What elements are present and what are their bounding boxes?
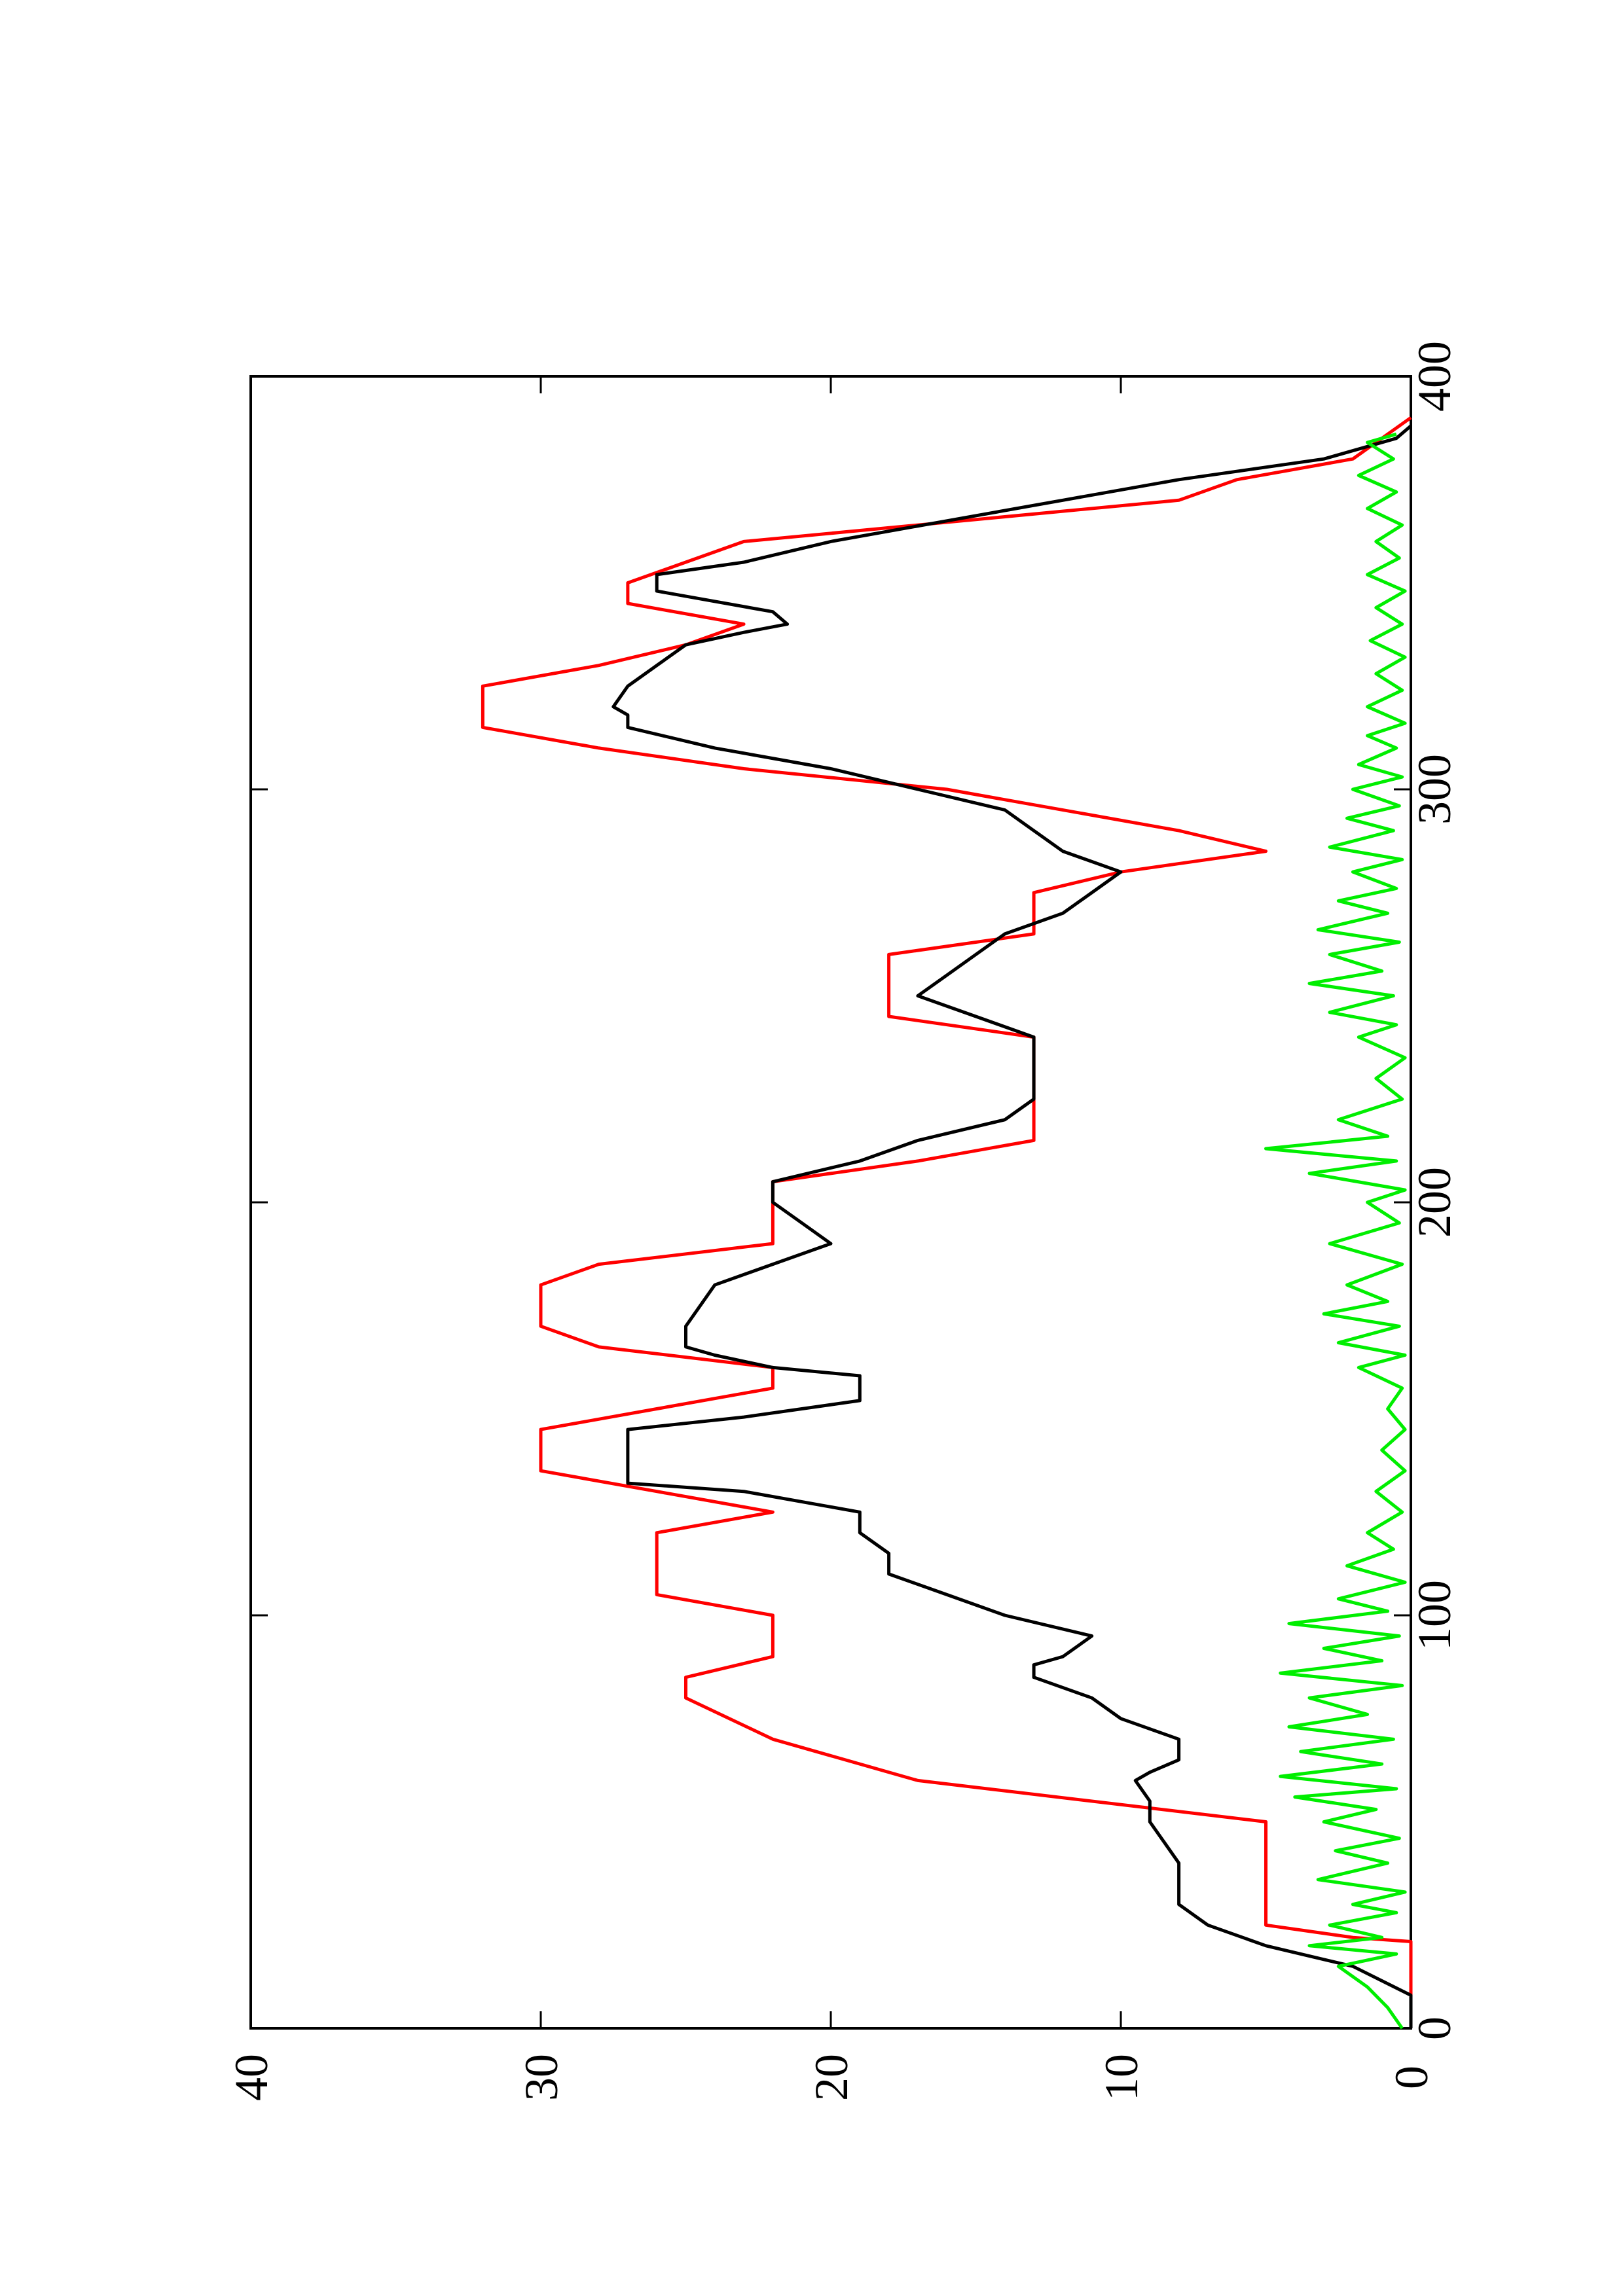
series-line-1 [481, 416, 1413, 2028]
x-tick-label: 400 [1408, 341, 1461, 412]
series-line-2 [611, 424, 1413, 2028]
x-tick-label: 200 [1408, 1167, 1461, 1238]
y-tick-label: 30 [515, 2054, 568, 2101]
x-tick-label: 300 [1408, 754, 1461, 825]
y-tick-label: 20 [805, 2054, 858, 2101]
plot-frame [249, 375, 1412, 2030]
y-tick-label: 10 [1095, 2054, 1148, 2101]
series-line-3 [1264, 432, 1407, 2030]
series-group [481, 416, 1413, 2030]
x-tick-label: 0 [1408, 2017, 1461, 2040]
axis-tick-labels: 0 100 200 300 400 0 10 20 30 40 [225, 341, 1461, 2101]
y-tick-label: 40 [225, 2054, 278, 2101]
y-tick-label: 0 [1385, 2066, 1438, 2089]
axis-ticks [249, 375, 1412, 2030]
x-tick-label: 100 [1408, 1580, 1461, 1651]
